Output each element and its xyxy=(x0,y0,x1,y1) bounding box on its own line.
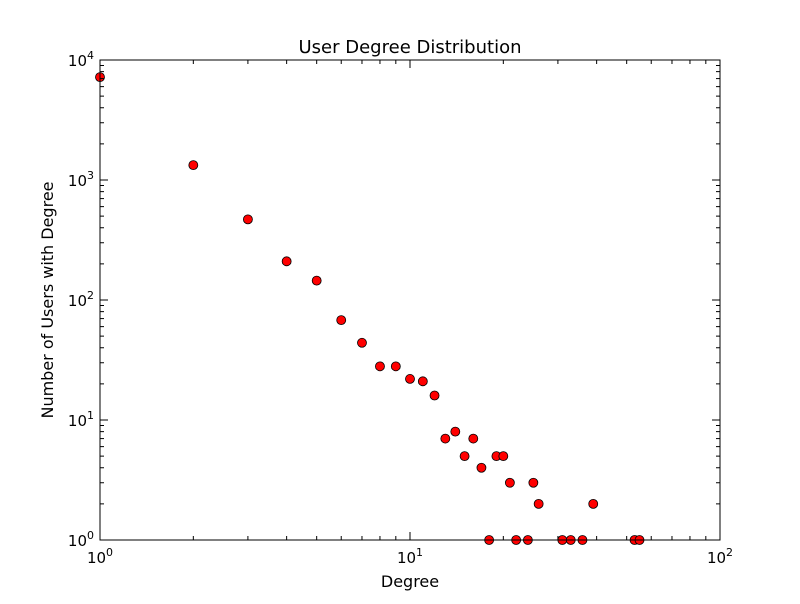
data-point xyxy=(311,275,322,286)
chart-title: User Degree Distribution xyxy=(299,37,522,58)
tick-label: 101 xyxy=(397,546,423,567)
data-point xyxy=(417,376,428,387)
data-point xyxy=(429,390,440,401)
data-point xyxy=(533,498,544,509)
tick-label: 101 xyxy=(68,409,94,430)
data-points xyxy=(95,72,645,545)
data-point xyxy=(390,361,401,372)
data-point xyxy=(375,361,385,372)
data-point xyxy=(468,433,479,444)
tick-label: 100 xyxy=(87,546,113,567)
data-point xyxy=(281,256,292,267)
data-point xyxy=(188,160,199,171)
data-point xyxy=(450,426,461,437)
tick-label: 100 xyxy=(68,529,94,550)
data-point xyxy=(459,451,470,462)
tick-label: 104 xyxy=(68,49,94,70)
data-point xyxy=(243,214,253,225)
data-point xyxy=(498,451,509,462)
tick-label: 103 xyxy=(68,169,94,190)
data-point xyxy=(504,477,515,488)
tick-label: 102 xyxy=(707,546,733,567)
data-point xyxy=(440,433,451,444)
data-point xyxy=(405,374,415,384)
y-axis-label: Number of Users with Degree xyxy=(38,181,57,418)
data-point xyxy=(528,477,539,488)
data-point xyxy=(476,462,487,473)
tick-label: 102 xyxy=(68,289,94,310)
data-point xyxy=(357,337,367,348)
x-axis-label: Degree xyxy=(381,572,439,591)
data-point xyxy=(588,498,599,509)
plot-area-frame xyxy=(99,59,721,541)
data-point xyxy=(336,315,347,325)
